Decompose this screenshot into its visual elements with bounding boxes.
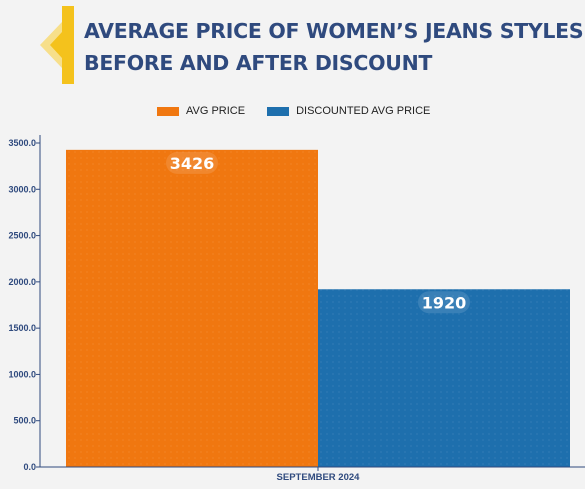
data-label: 3426 bbox=[170, 154, 215, 173]
legend-swatch-discounted-avg-price bbox=[267, 106, 290, 116]
y-tick-label: 1500.0 bbox=[8, 323, 36, 333]
chart-title-line2: BEFORE AND AFTER DISCOUNT bbox=[84, 51, 433, 75]
y-tick-label: 3500.0 bbox=[8, 138, 36, 148]
y-tick-label: 2500.0 bbox=[8, 231, 36, 241]
legend-item-discounted-avg-price[interactable]: DISCOUNTED AVG PRICE bbox=[267, 105, 430, 117]
data-label: 1920 bbox=[422, 293, 467, 312]
y-tick-label: 1000.0 bbox=[8, 369, 36, 379]
y-tick-label: 2000.0 bbox=[8, 277, 36, 287]
y-tick-label: 500.0 bbox=[13, 416, 36, 426]
chart-header: AVERAGE PRICE OF WOMEN’S JEANS STYLES BE… bbox=[0, 0, 585, 95]
legend-swatch-avg-price bbox=[157, 106, 179, 116]
chart-title-line1: AVERAGE PRICE OF WOMEN’S JEANS STYLES bbox=[84, 19, 584, 43]
legend-label-avg-price: AVG PRICE bbox=[186, 105, 246, 117]
brand-logo-icon bbox=[40, 6, 74, 84]
chart-legend: AVG PRICE DISCOUNTED AVG PRICE bbox=[157, 104, 452, 118]
x-tick-label: SEPTEMBER 2024 bbox=[277, 472, 361, 483]
data-label-badge bbox=[166, 151, 218, 174]
legend-item-avg-price[interactable]: AVG PRICE bbox=[157, 105, 245, 117]
bar-chart: 0.0 500.0 1000.0 1500.0 2000.0 2500.0 3000.0 35… bbox=[8, 135, 585, 483]
chart-title: AVERAGE PRICE OF WOMEN’S JEANS STYLES BE… bbox=[84, 15, 584, 79]
legend-label-discounted-avg-price: DISCOUNTED AVG PRICE bbox=[296, 105, 431, 117]
y-tick-label: 0.0 bbox=[23, 462, 36, 472]
data-label-badge bbox=[418, 291, 470, 314]
y-tick-label: 3000.0 bbox=[8, 184, 36, 194]
